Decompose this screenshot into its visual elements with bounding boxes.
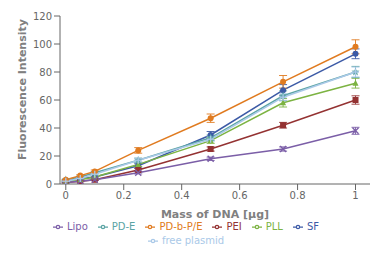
svg-text:1: 1 xyxy=(352,190,358,201)
html-text:free plasmid: free plasmid xyxy=(161,235,225,246)
svg-text:Mass of DNA [μg]: Mass of DNA [μg] xyxy=(161,208,269,221)
svg-text:120: 120 xyxy=(33,11,52,22)
svg-text:20: 20 xyxy=(39,151,52,162)
svg-text:60: 60 xyxy=(39,95,52,106)
html-text:PLL: PLL xyxy=(265,221,283,232)
svg-text:0.4: 0.4 xyxy=(174,190,190,201)
svg-text:0.8: 0.8 xyxy=(290,190,306,201)
svg-text:100: 100 xyxy=(33,39,52,50)
html-text:PEI: PEI xyxy=(226,221,242,232)
svg-text:0.6: 0.6 xyxy=(232,190,248,201)
svg-text:0: 0 xyxy=(46,179,52,190)
html-text:PD-b-P/E: PD-b-P/E xyxy=(159,221,203,232)
svg-text:0.2: 0.2 xyxy=(116,190,132,201)
html-text:PD-E: PD-E xyxy=(111,221,136,232)
html-text:Lipo: Lipo xyxy=(66,221,88,232)
svg-text:80: 80 xyxy=(39,67,52,78)
html-text:SF: SF xyxy=(307,221,320,232)
svg-text:Fluorescence Intensity: Fluorescence Intensity xyxy=(16,19,29,160)
svg-text:40: 40 xyxy=(39,123,52,134)
svg-text:0: 0 xyxy=(63,190,69,201)
